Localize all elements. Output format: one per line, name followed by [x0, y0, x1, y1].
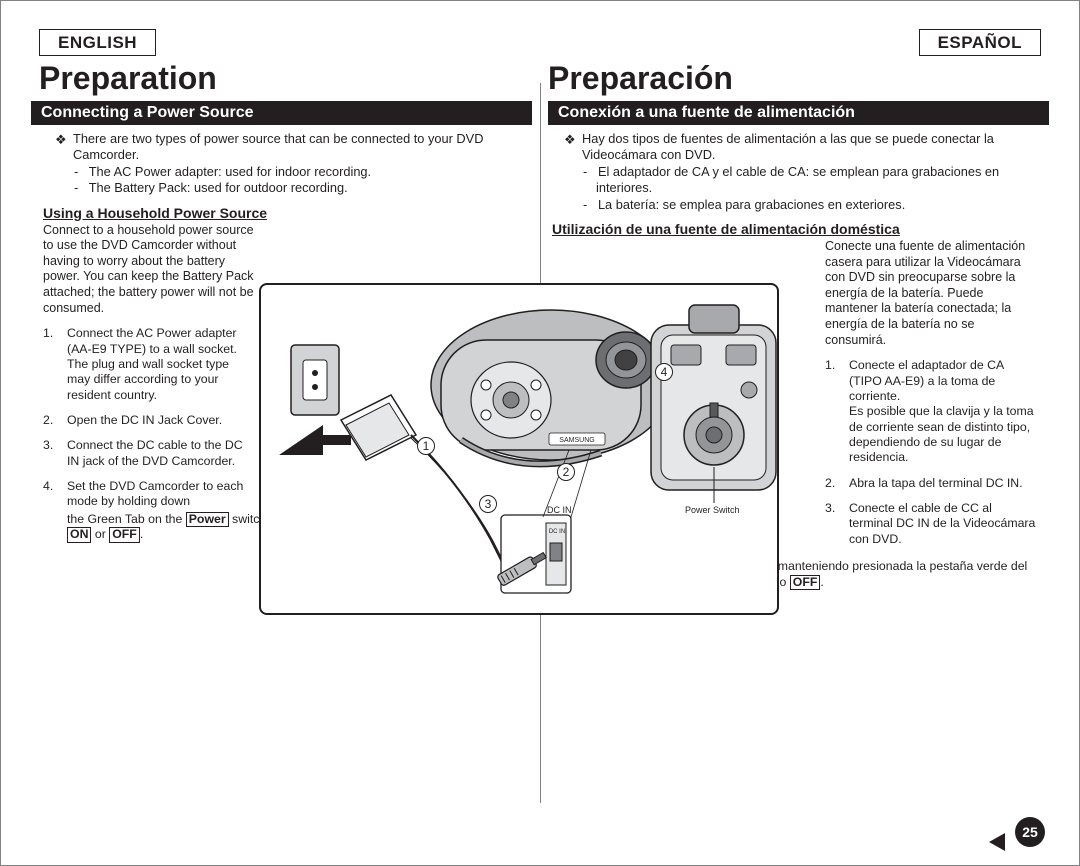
bullet-intro-es: ❖ Hay dos tipos de fuentes de alimentaci…	[548, 131, 1041, 213]
sub-item-es-2: La batería: se emplea para grabaciones e…	[596, 197, 1041, 213]
sub-item-es-1: El adaptador de CA y el cable de CA: se …	[596, 164, 1041, 197]
callout-2: 2	[557, 463, 575, 481]
step-en-4a: Set the DVD Camcorder to each mode by ho…	[43, 479, 255, 510]
step-en-1: Connect the AC Power adapter (AA-E9 TYPE…	[43, 326, 255, 403]
callout-4: 4	[655, 363, 673, 381]
power-switch-label: Power Switch	[685, 505, 740, 515]
step-en-2: Open the DC IN Jack Cover.	[43, 413, 255, 428]
diamond-bullet-icon: ❖	[564, 132, 575, 148]
subheading-en: Using a Household Power Source	[43, 205, 532, 221]
lang-tab-spanish: ESPAÑOL	[919, 29, 1041, 56]
sub-item-en-1: The AC Power adapter: used for indoor re…	[87, 164, 532, 180]
bullet-intro-text-es: Hay dos tipos de fuentes de alimentación…	[582, 131, 994, 162]
page-number: 25	[1015, 817, 1045, 847]
step-es-2: Abra la tapa del terminal DC IN.	[825, 476, 1037, 491]
intro-para-es: Conecte una fuente de alimentación caser…	[825, 239, 1037, 348]
chapter-title-en: Preparation	[39, 60, 532, 97]
step-es-3: Conecte el cable de CC al terminal DC IN…	[825, 501, 1037, 547]
step-en-3: Connect the DC cable to the DC IN jack o…	[43, 438, 255, 469]
bullet-intro-en: ❖ There are two types of power source th…	[39, 131, 532, 197]
camcorder-diagram-svg: SAMSUNG	[261, 285, 781, 617]
svg-text:SAMSUNG: SAMSUNG	[559, 437, 594, 444]
bullet-intro-text-en: There are two types of power source that…	[73, 131, 483, 162]
corner-triangle-icon	[989, 833, 1005, 851]
sub-item-en-2: The Battery Pack: used for outdoor recor…	[87, 180, 532, 196]
svg-text:DC IN: DC IN	[549, 529, 565, 535]
section-heading-en: Connecting a Power Source	[31, 101, 532, 125]
step-es-1: Conecte el adaptador de CA (TIPO AA-E9) …	[825, 358, 1037, 466]
chapter-title-es: Preparación	[548, 60, 1041, 97]
section-heading-es: Conexión a una fuente de alimentación	[548, 101, 1049, 125]
dc-in-label: DC IN	[547, 505, 572, 515]
center-illustration: SAMSUNG	[259, 283, 779, 615]
diamond-bullet-icon: ❖	[55, 132, 66, 148]
callout-1: 1	[417, 437, 435, 455]
text-col-es: Conecte una fuente de alimentación caser…	[821, 239, 1041, 557]
callout-3: 3	[479, 495, 497, 513]
lang-tab-english: ENGLISH	[39, 29, 156, 56]
subheading-es: Utilización de una fuente de alimentació…	[552, 221, 1041, 237]
text-col-en: Connect to a household power source to u…	[39, 223, 259, 520]
intro-para-en: Connect to a household power source to u…	[43, 223, 255, 317]
